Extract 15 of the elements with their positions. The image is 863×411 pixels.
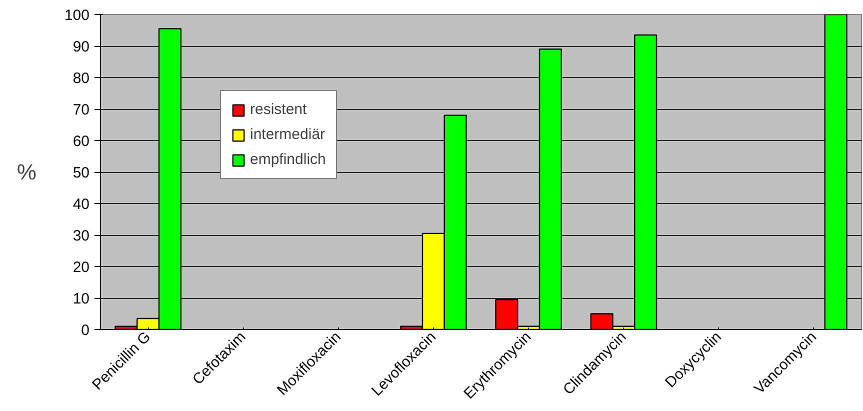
y-tick-label: 20 <box>72 259 90 276</box>
y-tick-label: 90 <box>72 38 90 56</box>
y-tick-label: 50 <box>72 164 90 182</box>
y-axis-title: % <box>16 160 36 184</box>
y-tick-label: 10 <box>72 290 90 308</box>
y-tick-label: 0 <box>81 322 90 339</box>
legend-label: intermediär <box>250 126 326 143</box>
y-tick-label: 40 <box>72 196 90 213</box>
y-tick-label: 100 <box>64 7 90 24</box>
legend-label: empfindlich <box>250 151 326 168</box>
y-tick-label: 80 <box>72 70 90 87</box>
y-tick-label: 30 <box>72 228 90 244</box>
y-tick-label: 60 <box>72 133 90 150</box>
y-tick-label: 70 <box>72 102 90 118</box>
legend-label: resistent <box>250 101 307 118</box>
